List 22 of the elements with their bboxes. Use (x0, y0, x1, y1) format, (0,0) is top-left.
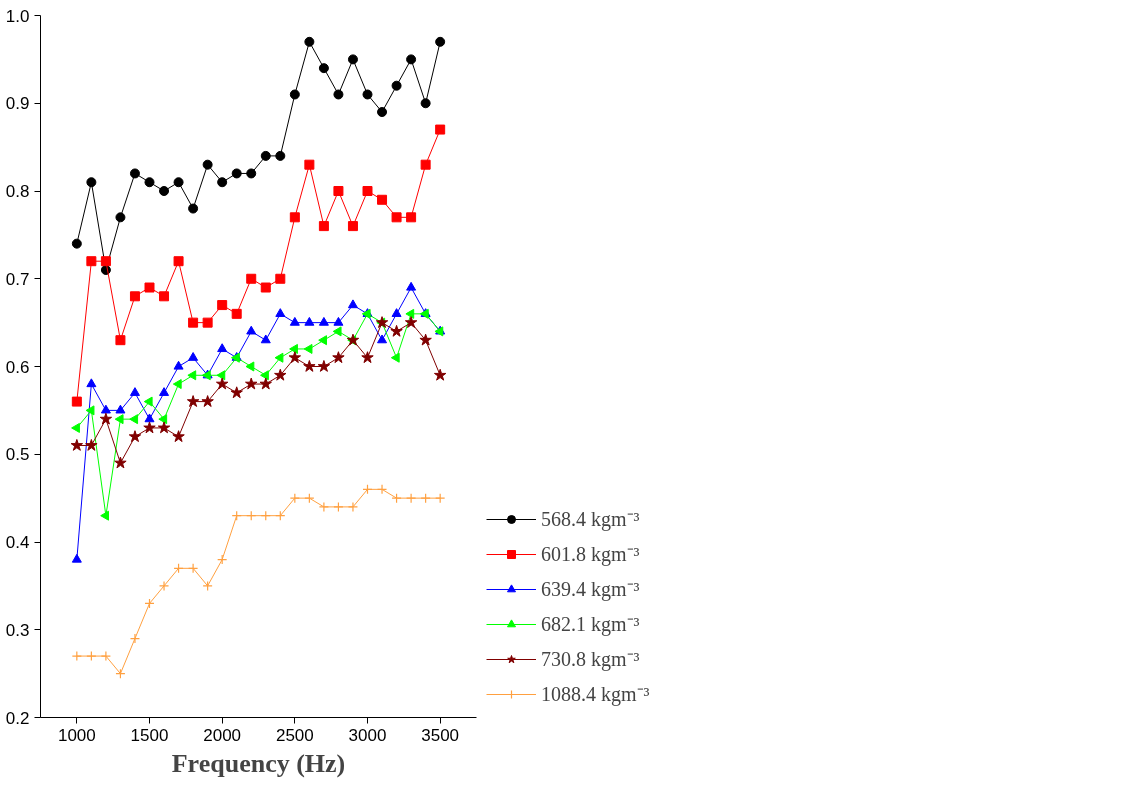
y-tick-label: 0.2 (5, 708, 30, 728)
legend-label: 682.1 kgm⁻³ (541, 612, 640, 637)
x-tick-label: 1000 (57, 725, 96, 745)
y-tick-label: 0.9 (5, 94, 30, 114)
x-tick-label: 1500 (130, 725, 169, 745)
y-tick-label: 0.8 (5, 182, 30, 201)
y-tick-label: 0.7 (5, 269, 30, 289)
legend-label: 568.4 kgm⁻³ (541, 507, 640, 532)
legend-label: 730.8 kgm⁻³ (541, 647, 640, 672)
x-axis-title: Frequency (Hz) (171, 748, 346, 778)
x-tick-label: 2000 (203, 725, 242, 745)
legend-label: 601.8 kgm⁻³ (541, 542, 640, 567)
y-tick-label: 0.5 (5, 445, 30, 465)
y-tick-label: 0.4 (5, 533, 30, 552)
legend-label: 639.4 kgm⁻³ (541, 577, 640, 602)
x-tick-label: 3000 (348, 725, 387, 745)
x-tick-label: 2500 (275, 725, 314, 745)
y-tick-label: 0.3 (5, 620, 30, 640)
y-tick-label: 1.0 (5, 6, 30, 26)
x-tick-label: 3500 (421, 725, 460, 745)
legend-label: 1088.4 kgm⁻³ (541, 682, 650, 707)
y-tick-label: 0.6 (5, 357, 30, 377)
